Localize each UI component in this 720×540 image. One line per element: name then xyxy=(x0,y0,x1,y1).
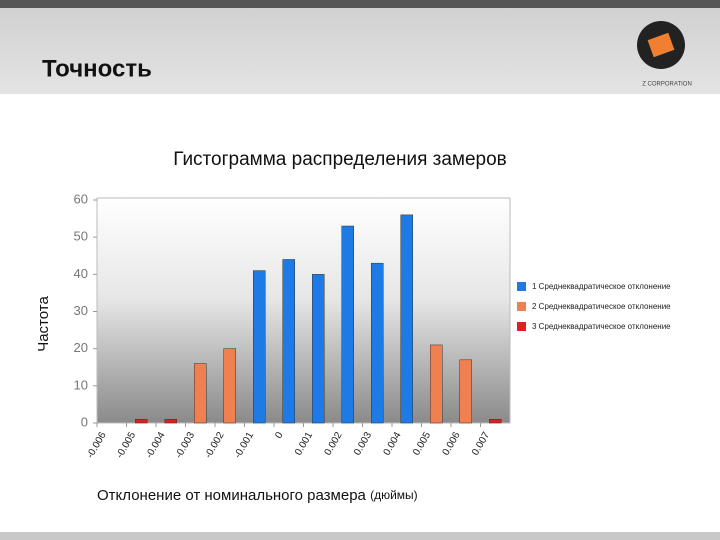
y-tick-label: 0 xyxy=(81,414,88,429)
header-band xyxy=(0,0,720,94)
legend-swatch xyxy=(517,322,526,331)
bar xyxy=(400,214,413,424)
bar xyxy=(282,259,295,424)
y-tick-label: 30 xyxy=(74,303,88,318)
y-tick-label: 50 xyxy=(74,229,88,244)
bottom-strip xyxy=(0,532,720,540)
bar xyxy=(489,419,502,424)
y-tick-label: 20 xyxy=(74,340,88,355)
y-tick-label: 40 xyxy=(74,266,88,281)
y-tick-label: 60 xyxy=(74,191,88,206)
bar xyxy=(164,419,177,424)
y-axis-label: Частота xyxy=(35,296,52,352)
slide-title: Точность xyxy=(42,55,152,82)
logo-text: Z CORPORATION xyxy=(642,82,692,88)
legend-swatch xyxy=(517,302,526,311)
bar xyxy=(341,225,354,424)
x-axis-label-main: Отклонение от номинального размера xyxy=(97,487,367,504)
legend-label: 2 Среднеквадратическое отклонение xyxy=(532,302,671,311)
bar xyxy=(371,262,384,424)
bar xyxy=(223,348,236,424)
legend-label: 3 Среднеквадратическое отклонение xyxy=(532,322,671,331)
top-strip xyxy=(0,0,720,8)
x-axis-label: Отклонение от номинального размера (дюйм… xyxy=(97,487,418,504)
bar xyxy=(430,344,443,424)
legend-swatch xyxy=(517,282,526,291)
chart-title: Гистограмма распределения замеров xyxy=(173,149,507,170)
bar xyxy=(135,419,148,424)
bar xyxy=(253,270,266,424)
x-tick-label: 0 xyxy=(273,430,286,441)
x-axis-unit: (дюймы) xyxy=(370,488,418,502)
bar xyxy=(459,359,472,424)
plot-area xyxy=(96,197,511,424)
logo-mark xyxy=(647,32,675,58)
bar xyxy=(194,363,207,424)
y-tick-label: 10 xyxy=(74,377,88,392)
bar xyxy=(312,274,325,424)
legend-label: 1 Среднеквадратическое отклонение xyxy=(532,282,671,291)
